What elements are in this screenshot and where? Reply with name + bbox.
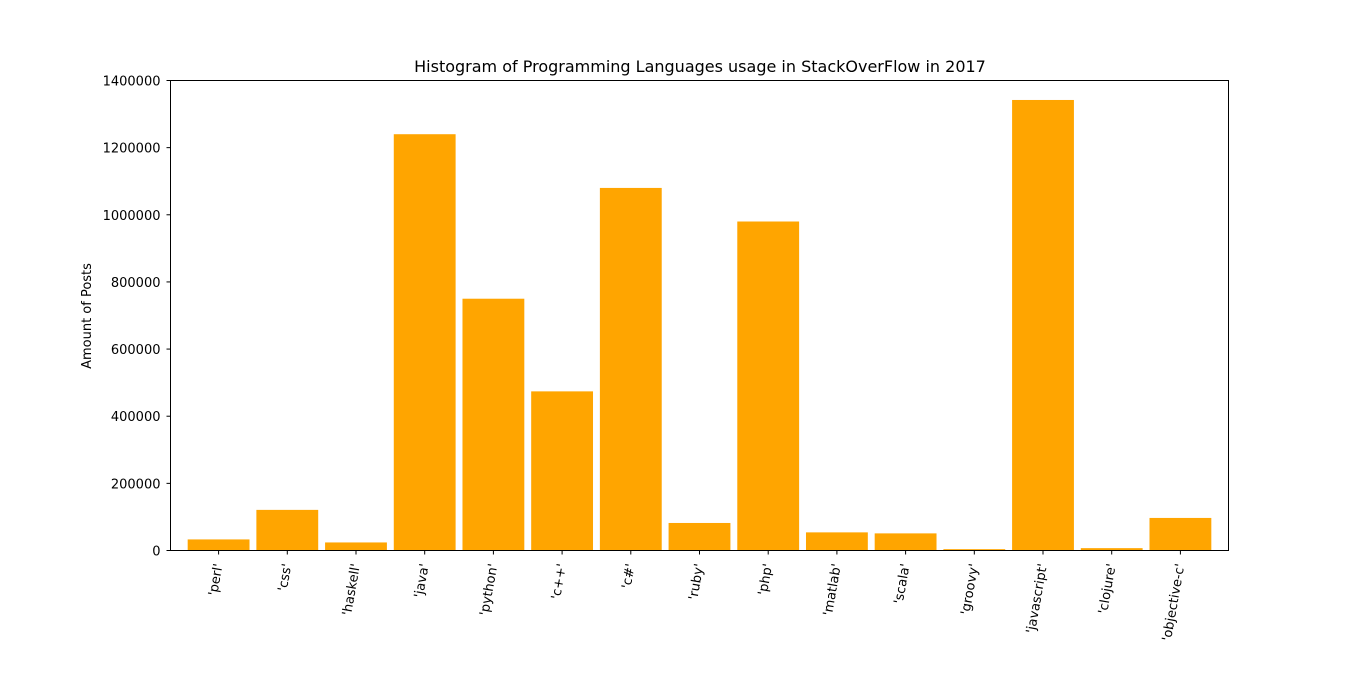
bar-objective-c (1149, 517, 1212, 551)
bar-c# (599, 187, 662, 551)
bar-c++ (531, 391, 594, 551)
bar-ruby (668, 522, 731, 551)
x-tick-label: 'matlab' (821, 563, 845, 618)
y-tick-label: 1000000 (103, 209, 161, 224)
bars (187, 99, 1212, 551)
y-tick-label: 1200000 (103, 142, 161, 157)
plot-frame (170, 80, 1229, 551)
y-tick-label: 1400000 (103, 75, 161, 90)
y-tick-label: 400000 (111, 410, 161, 425)
x-tick-label: 'perl' (206, 563, 226, 597)
x-tick-label: 'javascript' (1024, 563, 1051, 635)
bar-css (256, 509, 319, 551)
chart-title: Histogram of Programming Languages usage… (414, 57, 986, 76)
bar-java (393, 134, 456, 551)
x-tick-label: 'c#' (620, 563, 639, 590)
bar-scala (874, 533, 937, 551)
bar-haskell (325, 542, 387, 551)
bar-matlab (805, 532, 868, 551)
y-tick-label: 800000 (111, 276, 161, 291)
x-tick-label: 'scala' (892, 563, 914, 606)
bar-perl (187, 539, 250, 551)
x-tick-label: 'haskell' (340, 563, 364, 617)
bar-php (737, 221, 800, 551)
x-tick-label: 'groovy' (958, 563, 982, 617)
bar-python (462, 298, 525, 551)
y-tick-label: 200000 (111, 477, 161, 492)
x-tick-label: 'ruby' (686, 563, 707, 602)
x-tick-label: 'clojure' (1096, 563, 1120, 616)
y-tick-label: 0 (152, 545, 160, 560)
x-tick-label: 'c++' (549, 563, 570, 601)
y-tick-label: 600000 (111, 343, 161, 358)
x-tick-label: 'objective-c' (1160, 563, 1188, 643)
x-axis-ticks: 'perl' 'css' 'haskell' 'java' 'python' 'c++' '… (206, 550, 1188, 643)
y-axis-label: Amount of Posts (80, 263, 95, 369)
bar-clojure (1080, 548, 1143, 551)
x-tick-label: 'java' (412, 563, 433, 599)
x-tick-label: 'css' (276, 563, 296, 593)
bar-javascript (1012, 99, 1074, 551)
x-tick-label: 'php' (756, 563, 776, 597)
x-tick-label: 'python' (477, 563, 501, 617)
y-axis-ticks: 0 200000 400000 600000 800000 1000000 1200000 1… (103, 75, 171, 560)
bar-groovy (943, 549, 1006, 551)
